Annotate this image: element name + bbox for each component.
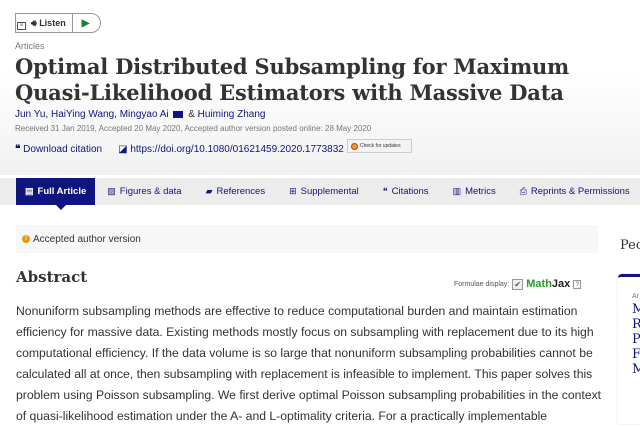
- speaker-icon: 🔊︎: [31, 17, 37, 28]
- abstract-text: Nonuniform subsampling methods are effec…: [16, 304, 602, 423]
- tab-citations[interactable]: ❝ Citations: [371, 178, 441, 205]
- abstract-heading: Abstract: [16, 268, 88, 286]
- article-title: Optimal Distributed Subsampling for Maxi…: [15, 54, 570, 105]
- listen-widget[interactable]: ≡ 🔊︎ Listen ▶: [15, 13, 101, 33]
- notice-text: Accepted author version: [33, 233, 141, 245]
- tab-references[interactable]: ▰ References: [194, 178, 278, 205]
- download-citation-label: Download citation: [23, 144, 103, 155]
- sidebar-item[interactable]: R: [632, 317, 640, 332]
- sidebar-small-label: Ar: [632, 293, 639, 300]
- author-link[interactable]: Jun Yu,: [15, 109, 49, 120]
- section-label: Articles: [15, 41, 45, 51]
- check-for-updates-button[interactable]: Check for updates: [347, 139, 412, 153]
- author-link[interactable]: Mingyao Ai: [119, 109, 169, 120]
- download-citation-link[interactable]: ❝ Download citation: [15, 144, 102, 155]
- menu-icon[interactable]: ≡: [17, 22, 26, 30]
- help-icon[interactable]: ?: [573, 279, 582, 289]
- tab-label: References: [216, 186, 266, 197]
- listen-button[interactable]: 🔊︎ Listen: [26, 14, 73, 32]
- tab-label: Figures & data: [119, 186, 182, 197]
- quote-icon: ❝: [382, 186, 388, 196]
- book-icon: ▰: [205, 186, 213, 196]
- tab-label: Citations: [391, 186, 429, 197]
- tab-label: Metrics: [465, 186, 496, 197]
- sidebar-item[interactable]: F: [632, 347, 640, 362]
- article-tabs: ▤ Full Article ▨ Figures & data ▰ Reference…: [0, 178, 640, 210]
- mathjax-checkbox[interactable]: ✔: [512, 278, 524, 290]
- email-icon[interactable]: [173, 110, 184, 118]
- play-icon[interactable]: ▶: [81, 17, 90, 29]
- tab-label: Supplemental: [300, 186, 359, 197]
- sidebar-panel: Ar M R P F M: [618, 274, 640, 424]
- author-link[interactable]: HaiYing Wang,: [50, 109, 117, 120]
- ampersand: &: [188, 109, 195, 120]
- article-dates: Received 31 Jan 2019, Accepted 20 May 20…: [15, 124, 372, 133]
- crossmark-icon: [351, 142, 358, 150]
- formulae-display: Formulae display: ✔ MathJax ?: [454, 278, 582, 290]
- doi-label: https://doi.org/10.1080/01621459.2020.17…: [130, 144, 344, 155]
- tab-label: Full Article: [37, 186, 87, 197]
- article-header: [0, 0, 640, 175]
- check-updates-label: Check for updates: [360, 143, 401, 149]
- quote-icon: ❝: [15, 144, 21, 155]
- tab-reprints-permissions[interactable]: ⎙ Reprints & Permissions: [508, 178, 640, 205]
- formulae-label: Formulae display:: [454, 280, 510, 288]
- mathjax-logo-a: Math: [526, 278, 552, 290]
- doi-link[interactable]: ◪ https://doi.org/10.1080/01621459.2020.…: [118, 144, 344, 155]
- tab-metrics[interactable]: ▥ Metrics: [441, 178, 508, 205]
- tab-label: Reprints & Permissions: [530, 186, 630, 197]
- mathjax-logo: MathJax: [526, 278, 570, 290]
- file-icon: ▤: [25, 186, 34, 196]
- bar-chart-icon: ▥: [452, 186, 462, 196]
- sidebar-item[interactable]: P: [632, 332, 640, 347]
- external-link-icon: ◪: [118, 144, 128, 155]
- author-link[interactable]: Huiming Zhang: [197, 109, 266, 120]
- mathjax-logo-b: Jax: [551, 278, 571, 290]
- listen-label: Listen: [39, 18, 66, 28]
- author-list: Jun Yu, HaiYing Wang, Mingyao Ai & Huimi…: [15, 109, 265, 120]
- sidebar-item[interactable]: M: [632, 362, 640, 377]
- sidebar-heading: Pec: [620, 238, 640, 253]
- sidebar-item[interactable]: M: [632, 302, 640, 317]
- print-icon: ⎙: [519, 186, 527, 196]
- tab-full-article[interactable]: ▤ Full Article: [16, 178, 96, 210]
- accepted-version-notice: ! Accepted author version: [16, 225, 598, 253]
- image-icon: ▨: [107, 186, 116, 196]
- tab-supplemental[interactable]: ⊞ Supplemental: [277, 178, 371, 205]
- tab-figures-data[interactable]: ▨ Figures & data: [95, 178, 193, 205]
- plus-icon: ⊞: [289, 186, 297, 196]
- article-links: ❝ Download citation ◪ https://doi.org/10…: [15, 144, 344, 155]
- warning-icon: !: [22, 235, 30, 243]
